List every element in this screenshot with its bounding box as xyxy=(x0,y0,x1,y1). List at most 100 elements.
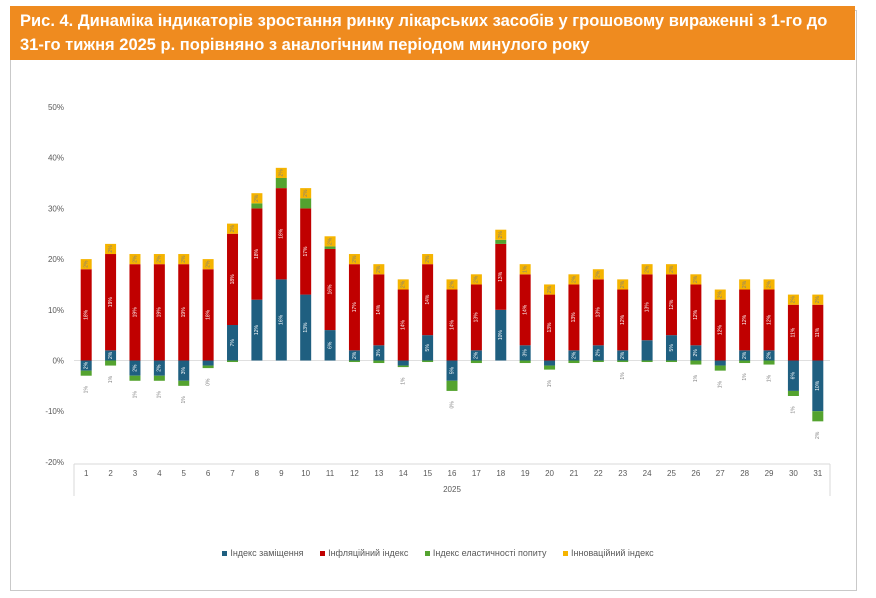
bar-inflation-week-19 xyxy=(519,274,531,346)
data-label-inflation: 19% xyxy=(157,307,163,318)
data-label-substitution: 2% xyxy=(132,364,138,372)
bar-innovation-week-12 xyxy=(348,254,360,265)
bar-substitution-week-8 xyxy=(251,299,263,361)
data-label-inflation: 17% xyxy=(303,246,309,257)
x-tick-label: 10 xyxy=(301,469,310,478)
data-label-substitution: 6% xyxy=(327,341,333,349)
x-tick-label: 26 xyxy=(691,469,700,478)
bar-inflation-week-30 xyxy=(787,304,799,361)
bar-inflation-week-1 xyxy=(80,269,92,361)
x-tick-label: 15 xyxy=(423,469,432,478)
bar-substitution-week-14 xyxy=(397,360,409,366)
bar-elasticity-week-19 xyxy=(519,360,531,364)
data-label-innovation: 2% xyxy=(132,255,138,263)
y-tick-label: -10% xyxy=(45,407,64,416)
data-label-inflation: 12% xyxy=(742,314,748,325)
y-tick-label: 50% xyxy=(48,103,64,112)
data-label-elasticity: 1% xyxy=(791,406,797,414)
y-tick-label: 10% xyxy=(48,306,64,315)
legend: Індекс заміщення Інфляційний індекс Інде… xyxy=(0,548,876,558)
x-tick-label: 5 xyxy=(182,469,187,478)
x-tick-label: 12 xyxy=(350,469,359,478)
bar-inflation-week-31 xyxy=(812,304,824,361)
bar-innovation-week-20 xyxy=(544,284,556,295)
bar-elasticity-week-16 xyxy=(446,380,458,391)
bar-innovation-week-10 xyxy=(300,188,312,199)
bar-substitution-week-6 xyxy=(202,360,214,366)
bar-inflation-week-13 xyxy=(373,274,385,346)
data-label-inflation: 12% xyxy=(718,325,724,336)
bar-inflation-week-26 xyxy=(690,284,702,346)
data-label-innovation: 2% xyxy=(815,295,821,303)
data-label-innovation: 2% xyxy=(352,255,358,263)
data-label-elasticity: 1% xyxy=(181,396,187,404)
data-label-inflation: 14% xyxy=(376,304,382,315)
data-label-inflation: 13% xyxy=(547,322,553,333)
data-label-inflation: 18% xyxy=(230,274,236,285)
data-label-substitution: 2% xyxy=(571,351,577,359)
bar-innovation-week-31 xyxy=(812,294,824,305)
bar-substitution-week-30 xyxy=(787,360,799,391)
bar-elasticity-week-24 xyxy=(641,360,653,363)
data-label-innovation: 2% xyxy=(766,280,772,288)
x-tick-label: 29 xyxy=(765,469,774,478)
y-tick-label: 20% xyxy=(48,255,64,264)
bar-inflation-week-5 xyxy=(178,264,190,361)
legend-label-elasticity: Індекс еластичності попиту xyxy=(432,548,547,558)
x-tick-label: 28 xyxy=(740,469,749,478)
data-label-innovation: 2% xyxy=(791,295,797,303)
bar-inflation-week-15 xyxy=(422,264,434,336)
bar-substitution-week-28 xyxy=(739,350,751,361)
bar-substitution-week-7 xyxy=(227,325,239,361)
data-label-elasticity: 1% xyxy=(108,375,114,383)
data-label-innovation: 2% xyxy=(693,275,699,283)
data-label-innovation: 2% xyxy=(449,280,455,288)
bar-inflation-week-14 xyxy=(397,289,409,361)
data-label-inflation: 13% xyxy=(474,312,480,323)
data-label-innovation: 2% xyxy=(571,275,577,283)
bar-substitution-week-12 xyxy=(348,350,360,361)
bar-innovation-week-19 xyxy=(519,264,531,275)
data-label-elasticity: 1% xyxy=(84,386,90,394)
x-tick-label: 21 xyxy=(569,469,578,478)
bar-inflation-week-9 xyxy=(275,188,287,280)
x-tick-label: 25 xyxy=(667,469,676,478)
bar-substitution-week-9 xyxy=(275,279,287,361)
bar-innovation-week-28 xyxy=(739,279,751,290)
data-label-elasticity: 1% xyxy=(718,380,724,388)
bar-innovation-week-2 xyxy=(105,243,117,255)
bar-inflation-week-24 xyxy=(641,274,653,341)
bar-innovation-week-4 xyxy=(153,254,165,265)
bar-substitution-week-19 xyxy=(519,345,531,361)
legend-label-substitution: Індекс заміщення xyxy=(230,548,304,558)
data-label-innovation: 2% xyxy=(474,275,480,283)
bar-substitution-week-18 xyxy=(495,309,507,361)
data-label-substitution: 16% xyxy=(279,314,285,325)
x-tick-label: 16 xyxy=(448,469,457,478)
data-label-inflation: 12% xyxy=(620,314,626,325)
bar-elasticity-week-28 xyxy=(739,360,751,364)
bar-inflation-week-21 xyxy=(568,284,580,351)
x-tick-label: 30 xyxy=(789,469,798,478)
x-tick-label: 14 xyxy=(399,469,408,478)
bar-innovation-week-21 xyxy=(568,274,580,285)
data-label-innovation: 2% xyxy=(327,237,333,245)
data-label-substitution: 6% xyxy=(791,372,797,380)
data-label-inflation: 11% xyxy=(791,327,797,337)
data-label-elasticity: 0% xyxy=(449,401,455,409)
data-label-innovation: 1% xyxy=(522,265,528,273)
bar-innovation-week-5 xyxy=(178,254,190,265)
bar-elasticity-week-26 xyxy=(690,360,702,365)
bar-elasticity-week-3 xyxy=(129,375,141,381)
bar-innovation-week-26 xyxy=(690,274,702,285)
bar-innovation-week-1 xyxy=(80,259,92,270)
bar-elasticity-week-9 xyxy=(275,177,287,189)
bar-inflation-week-6 xyxy=(202,269,214,361)
bar-inflation-week-23 xyxy=(617,289,629,351)
data-label-innovation: 2% xyxy=(84,260,90,268)
bar-elasticity-week-2 xyxy=(105,360,117,366)
figure-title: Рис. 4. Динаміка індикаторів зростання р… xyxy=(10,6,855,60)
x-tick-label: 1 xyxy=(84,469,89,478)
bar-innovation-week-7 xyxy=(227,223,239,234)
bar-inflation-week-17 xyxy=(470,284,482,351)
